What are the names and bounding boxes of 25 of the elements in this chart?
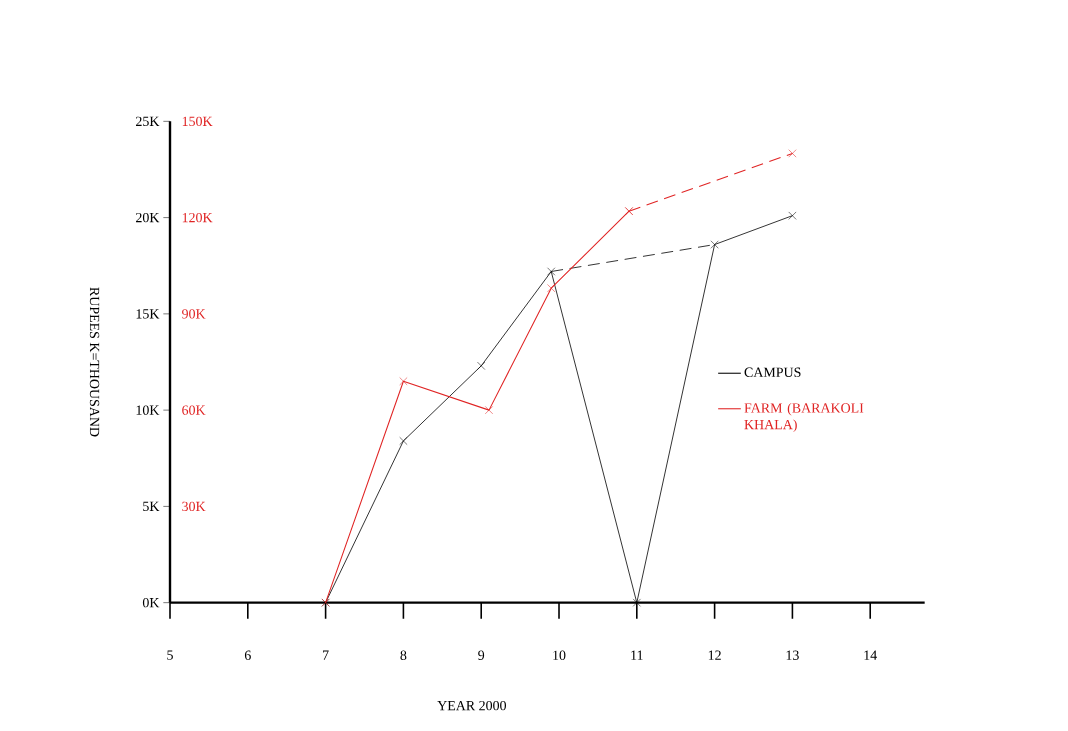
x-tick-label: 13 — [786, 650, 799, 661]
x-tick-label: 12 — [708, 650, 721, 660]
x-tick-label: 9 — [478, 650, 485, 661]
x-tick-label: 6 — [244, 650, 251, 661]
x-tick-label: 14 — [864, 650, 877, 660]
x-tick-label: 11 — [631, 650, 643, 660]
y-tick-label: 25K — [136, 116, 160, 127]
y2-tick-label: 150K — [182, 116, 213, 127]
y-tick-label: 0K — [142, 598, 160, 608]
x-tick-label: 7 — [323, 650, 329, 660]
y2-tick-label: 90K — [182, 309, 206, 319]
y-axis-title: RUPEES K=THOUSAND — [89, 287, 100, 437]
y2-tick-label: 120K — [182, 213, 213, 223]
y2-tick-label: 60K — [182, 405, 206, 416]
y2-tick-label: 30K — [182, 501, 206, 512]
legend-label: FARM (BARAKOLI KHALA) — [744, 403, 864, 433]
y-tick-label: 20K — [136, 213, 160, 223]
y-tick-label: 15K — [136, 309, 160, 319]
x-axis-title: YEAR 2000 — [437, 701, 506, 711]
legend-label: CAMPUS — [744, 367, 801, 378]
x-tick-label: 8 — [400, 650, 407, 661]
x-tick-label: 10 — [553, 650, 566, 661]
x-tick-label: 5 — [167, 650, 173, 661]
y-tick-label: 10K — [136, 405, 160, 416]
y-tick-label: 5K — [143, 501, 160, 512]
